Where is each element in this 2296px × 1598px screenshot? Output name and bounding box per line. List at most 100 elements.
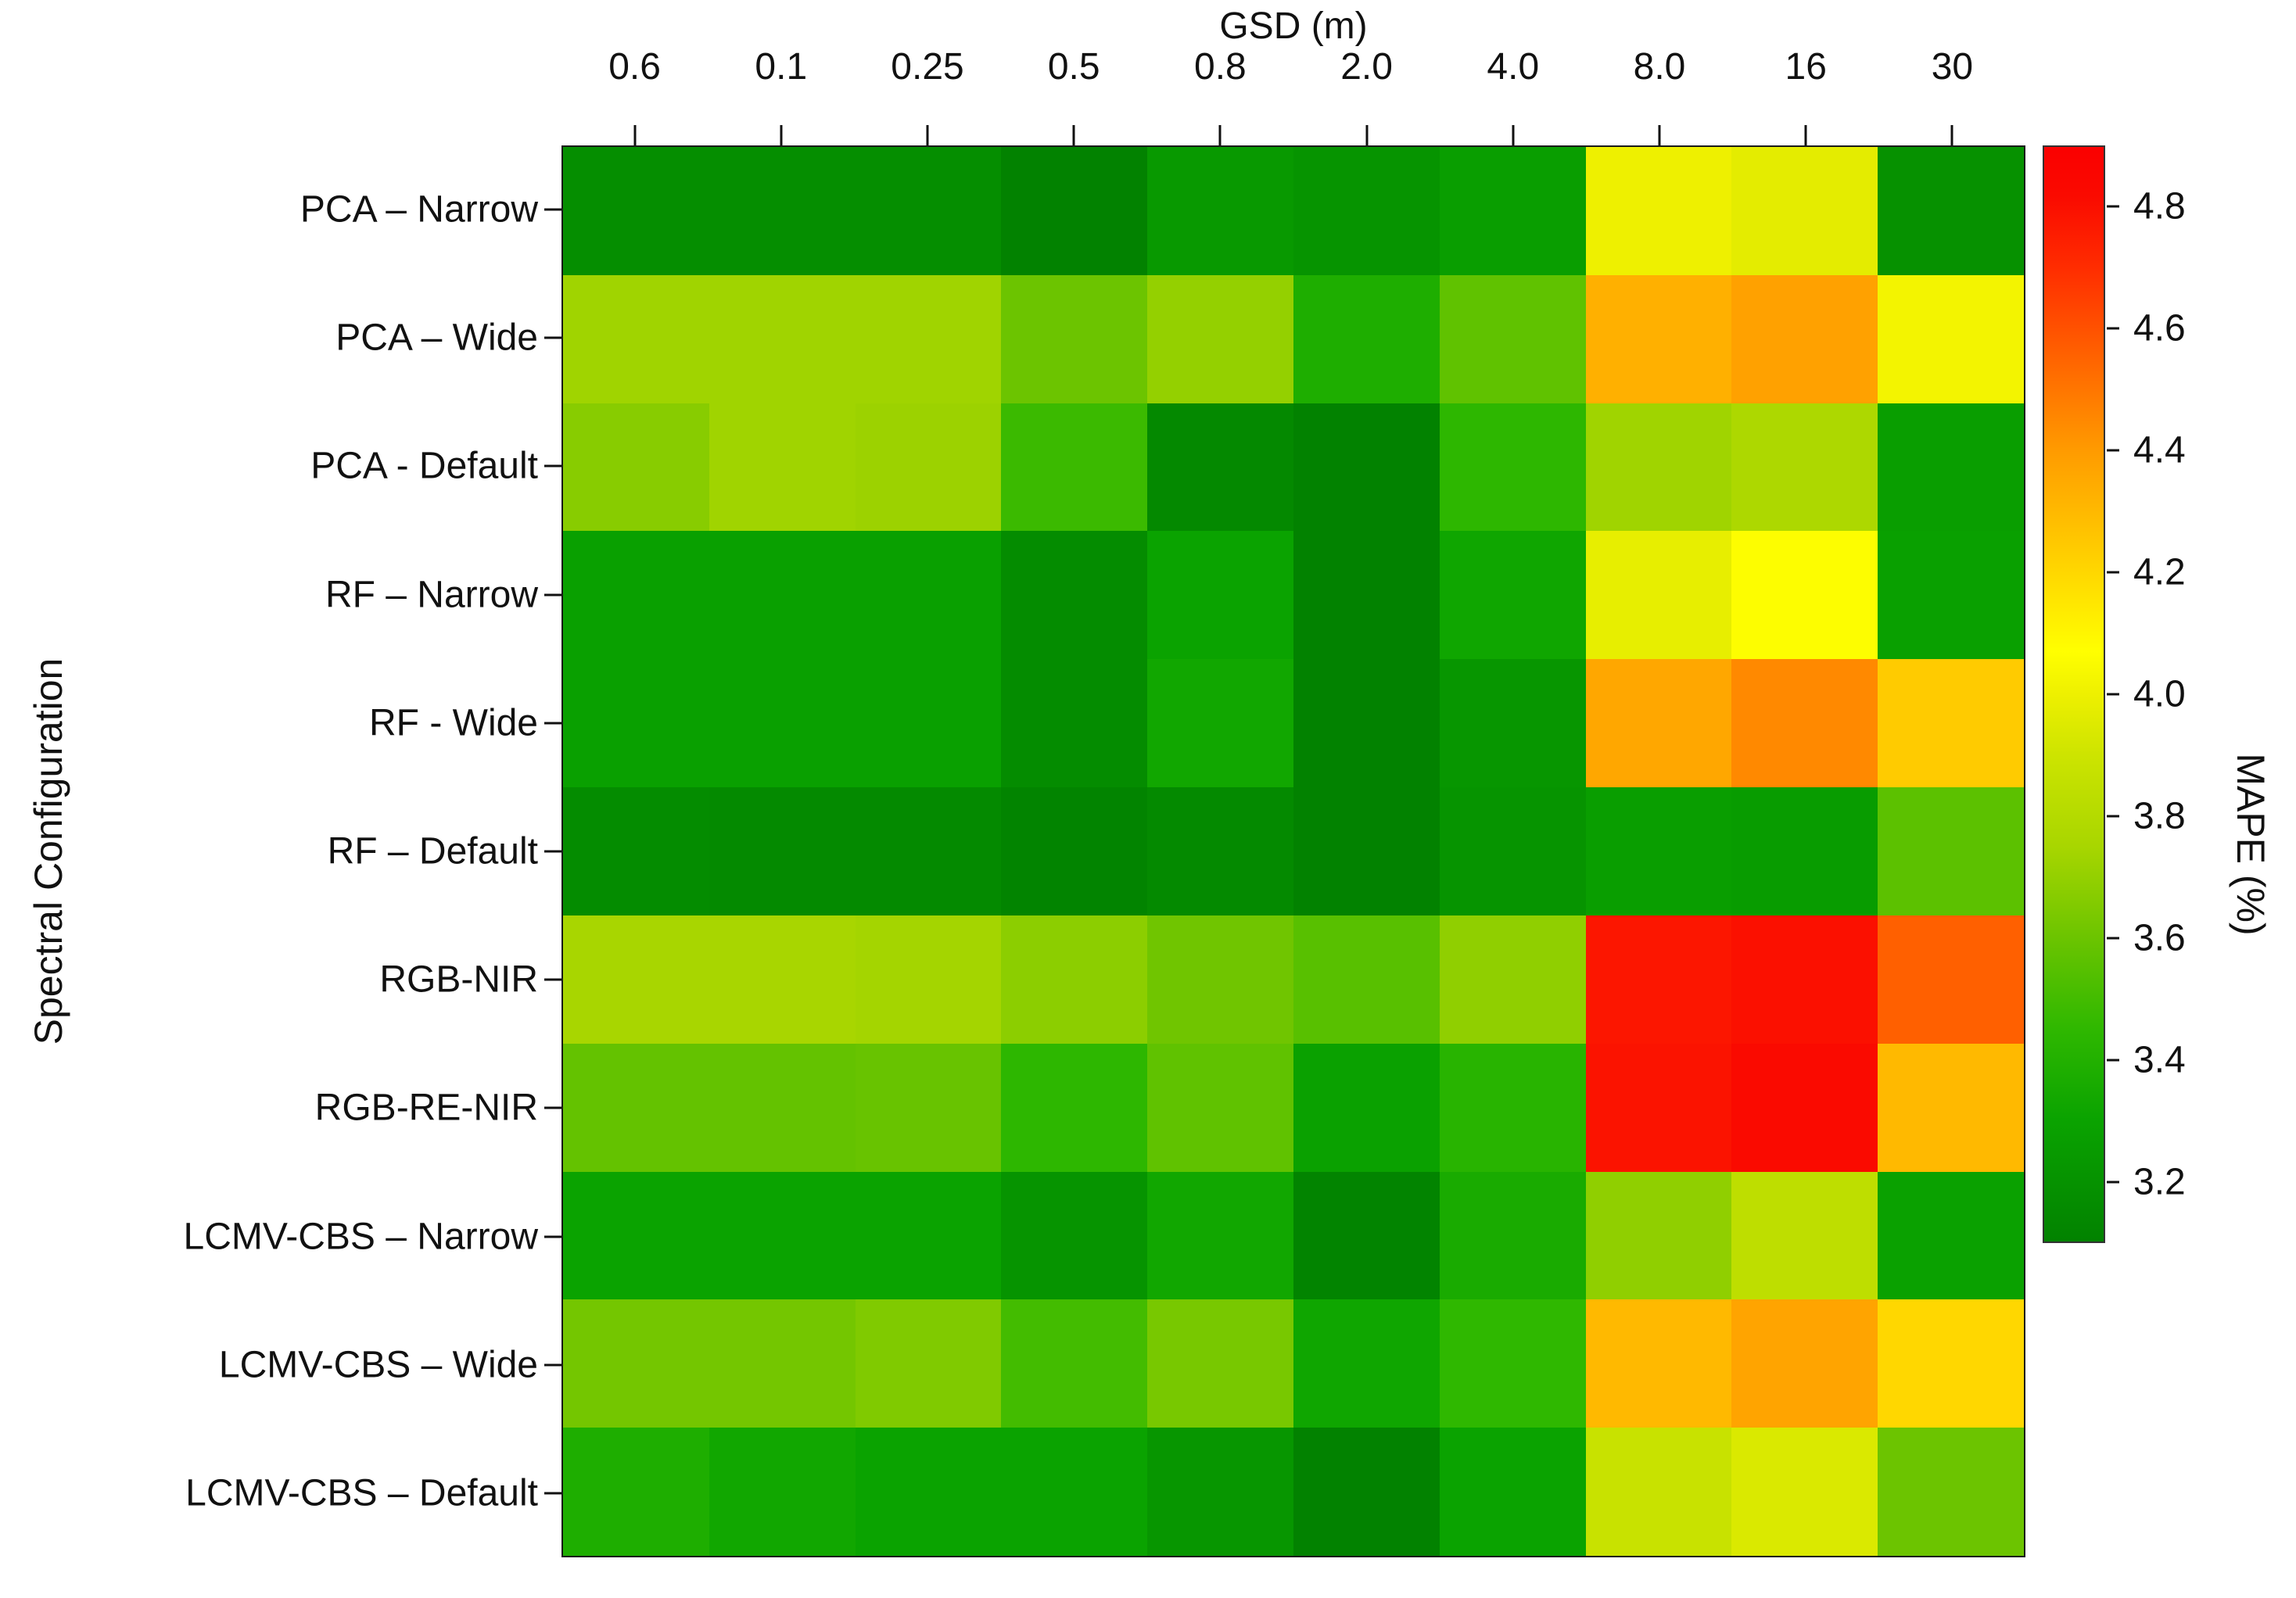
heatmap-cell [1147, 1428, 1293, 1556]
y-tick-mark [544, 978, 561, 981]
heatmap-cell [1001, 1171, 1148, 1300]
colorbar-tick-mark [2107, 1181, 2119, 1184]
heatmap-cell [1731, 147, 1878, 275]
heatmap-cell [1585, 1299, 1732, 1428]
heatmap-cell [1731, 915, 1878, 1044]
heatmap-cell [709, 274, 856, 403]
heatmap-cell [563, 1428, 709, 1556]
y-tick-label: RGB-RE-NIR [314, 1087, 538, 1129]
heatmap-cell [1293, 1428, 1440, 1556]
heatmap-cell [563, 403, 709, 532]
heatmap-cell [563, 1043, 709, 1172]
heatmap-cell [1147, 403, 1293, 532]
heatmap-cell [563, 787, 709, 915]
heatmap-cell [1147, 1171, 1293, 1300]
y-tick-label: RGB-NIR [379, 958, 538, 1001]
heatmap-cell [1439, 274, 1586, 403]
heatmap-cell [1147, 1299, 1293, 1428]
heatmap-cell [1585, 659, 1732, 788]
x-tick-label: 16 [1785, 46, 1827, 88]
heatmap-cell [709, 787, 856, 915]
heatmap-cell [1293, 787, 1440, 915]
heatmap-cell [563, 1299, 709, 1428]
x-tick-label: 0.1 [755, 46, 808, 88]
heatmap-cell [1001, 787, 1148, 915]
heatmap-cell [1878, 531, 2024, 660]
y-tick-label: PCA – Narrow [300, 188, 538, 231]
heatmap-cell [563, 274, 709, 403]
x-axis-title: GSD (m) [1219, 5, 1368, 47]
heatmap-cell [1001, 1299, 1148, 1428]
heatmap-cell [855, 1299, 1002, 1428]
heatmap-cell [855, 147, 1002, 275]
heatmap-cell [855, 1428, 1002, 1556]
heatmap-cell [563, 915, 709, 1044]
y-tick-label: RF - Wide [369, 702, 538, 744]
colorbar-tick-label: 4.8 [2133, 185, 2186, 228]
colorbar-tick-mark [2107, 693, 2119, 696]
heatmap-cell [855, 531, 1002, 660]
heatmap-cell [1147, 787, 1293, 915]
heatmap-cell [1293, 274, 1440, 403]
heatmap-cell [1293, 147, 1440, 275]
y-tick-mark [544, 593, 561, 597]
colorbar-tick-label: 3.6 [2133, 917, 2186, 959]
colorbar-tick-mark [2107, 449, 2119, 452]
heatmap-cell [1293, 1299, 1440, 1428]
heatmap-cell [855, 274, 1002, 403]
heatmap-cell [1439, 1428, 1586, 1556]
heatmap-cell [563, 147, 709, 275]
x-tick-label: 8.0 [1633, 46, 1686, 88]
x-tick-mark [1218, 125, 1222, 145]
x-tick-label: 0.8 [1194, 46, 1247, 88]
heatmap-cell [1585, 274, 1732, 403]
y-tick-mark [544, 722, 561, 725]
heatmap-cell [709, 531, 856, 660]
colorbar-tick-label: 4.6 [2133, 307, 2186, 349]
colorbar-tick-label: 3.8 [2133, 795, 2186, 837]
y-tick-label: RF – Narrow [325, 574, 538, 616]
heatmap-cell [855, 1171, 1002, 1300]
y-tick-mark [544, 850, 561, 853]
heatmap-cell [709, 1171, 856, 1300]
heatmap-cell [1001, 1043, 1148, 1172]
heatmap-cell [1439, 531, 1586, 660]
heatmap-cell [1585, 531, 1732, 660]
colorbar-tick-mark [2107, 937, 2119, 940]
heatmap-cell [1293, 659, 1440, 788]
heatmap-cell [709, 147, 856, 275]
colorbar-tick-label: 4.4 [2133, 429, 2186, 471]
heatmap-cell [1147, 659, 1293, 788]
x-tick-label: 2.0 [1340, 46, 1393, 88]
colorbar-tick-label: 4.0 [2133, 673, 2186, 715]
x-tick-mark [1950, 125, 1953, 145]
y-tick-label: LCMV-CBS – Wide [218, 1344, 538, 1386]
heatmap-cell [1878, 915, 2024, 1044]
y-tick-label: LCMV-CBS – Default [185, 1472, 538, 1514]
heatmap-cell [855, 787, 1002, 915]
colorbar-tick-label: 3.4 [2133, 1039, 2186, 1081]
x-tick-mark [1658, 125, 1661, 145]
heatmap-cell [709, 1428, 856, 1556]
x-tick-label: 0.6 [608, 46, 661, 88]
x-tick-mark [1365, 125, 1369, 145]
heatmap-cell [1731, 531, 1878, 660]
heatmap-cell [1001, 403, 1148, 532]
heatmap-cell [1293, 1171, 1440, 1300]
colorbar-tick-mark [2107, 1059, 2119, 1062]
colorbar [2043, 145, 2105, 1243]
heatmap-cell [1878, 1171, 2024, 1300]
heatmap-cell [855, 1043, 1002, 1172]
heatmap-cell [1585, 1171, 1732, 1300]
y-tick-label: PCA – Wide [335, 317, 538, 359]
heatmap-cell [563, 1171, 709, 1300]
y-tick-mark [544, 1106, 561, 1109]
y-axis-title: Spectral Configuration [27, 657, 70, 1045]
heatmap-cell [1878, 1299, 2024, 1428]
heatmap-cell [1878, 659, 2024, 788]
heatmap-cell [1293, 1043, 1440, 1172]
x-tick-label: 0.25 [891, 46, 964, 88]
x-tick-mark [1072, 125, 1075, 145]
x-tick-mark [1804, 125, 1807, 145]
heatmap-cell [709, 1043, 856, 1172]
